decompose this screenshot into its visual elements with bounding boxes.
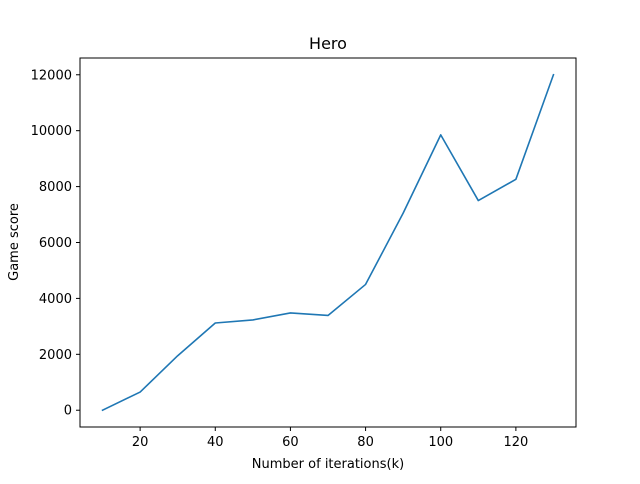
x-axis-label: Number of iterations(k) (252, 457, 404, 472)
y-tick-label: 12000 (31, 68, 72, 83)
x-tick-label: 100 (428, 435, 453, 450)
y-tick-label: 8000 (39, 180, 72, 195)
y-tick-label: 0 (64, 404, 72, 419)
y-tick-label: 6000 (39, 236, 72, 251)
y-tick-label: 4000 (39, 292, 72, 307)
series-line (101, 73, 555, 412)
x-tick-label: 120 (503, 435, 528, 450)
y-axis-label: Game score (7, 203, 22, 281)
x-tick-label: 20 (132, 435, 149, 450)
x-tick-label: 80 (357, 435, 374, 450)
chart-title: Hero (309, 34, 347, 53)
y-tick-label: 10000 (31, 124, 72, 139)
x-tick-label: 40 (207, 435, 224, 450)
x-tick-label: 60 (282, 435, 299, 450)
plot-frame (79, 57, 577, 428)
y-tick-label: 2000 (39, 348, 72, 363)
plot-area: 20 40 60 80 100 120 0 2000 4000 6000 8000 10000 1200… (31, 68, 555, 450)
